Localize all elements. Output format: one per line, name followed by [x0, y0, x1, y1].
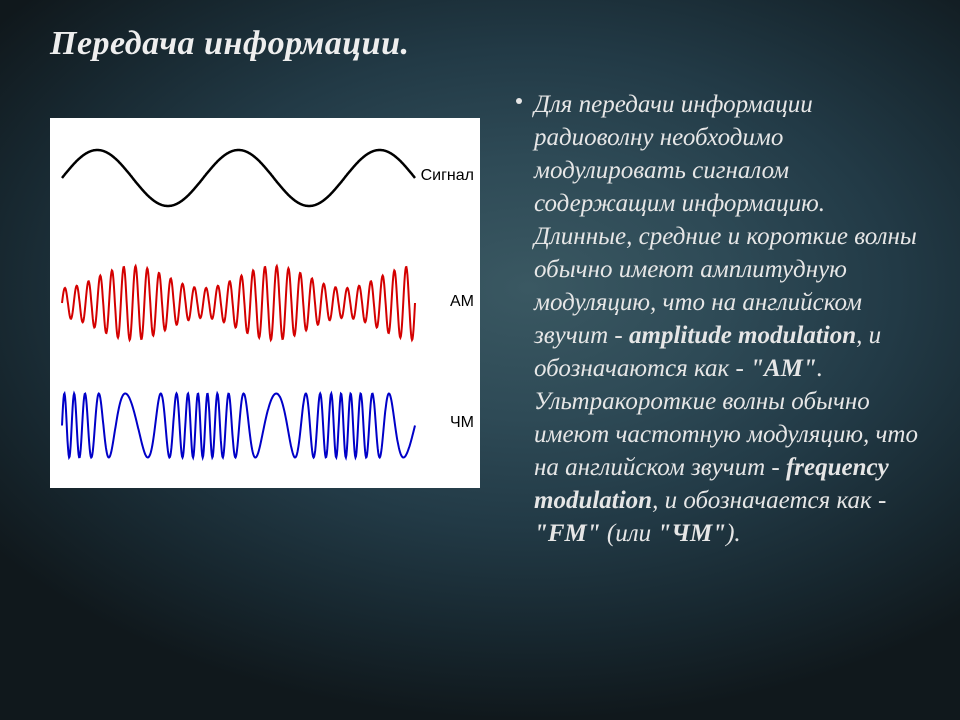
wave-am: АМ: [50, 243, 480, 363]
wave-signal: Сигнал: [50, 133, 480, 223]
modulation-figure: Сигнал АМ ЧМ: [50, 118, 480, 488]
wave-label-signal: Сигнал: [421, 167, 474, 185]
slide-title: Передача информации.: [50, 25, 925, 63]
body-text: Для передачи информации радиоволну необх…: [520, 88, 925, 550]
bullet-icon: [516, 98, 522, 104]
wave-label-am: АМ: [450, 293, 474, 311]
wave-label-fm: ЧМ: [450, 414, 474, 432]
wave-fm: ЧМ: [50, 378, 480, 473]
